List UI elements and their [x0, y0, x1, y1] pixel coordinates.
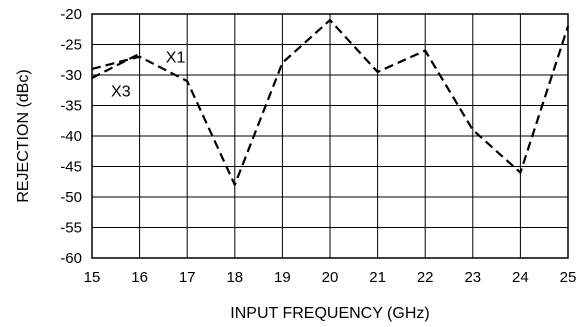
y-tick-labels: -20 -25 -30 -35 -40 -45 -50 -55 -60 — [60, 6, 82, 267]
x-tick-label: 16 — [131, 269, 148, 286]
y-tick-label: -60 — [60, 250, 82, 267]
y-tick-label: -35 — [60, 98, 82, 115]
series-line-x3 — [91, 52, 141, 79]
x-tick-label: 15 — [84, 269, 101, 286]
y-axis-label: REJECTION (dBc) — [15, 69, 32, 202]
x-tick-label: 20 — [322, 269, 339, 286]
y-tick-label: -30 — [60, 67, 82, 84]
y-tick-label: -55 — [60, 220, 82, 237]
x-tick-label: 22 — [417, 269, 434, 286]
y-tick-label: -50 — [60, 189, 82, 206]
y-tick-label: -20 — [60, 6, 82, 23]
y-tick-label: -40 — [60, 128, 82, 145]
x-axis-label: INPUT FREQUENCY (GHz) — [230, 305, 429, 322]
x-tick-label: 18 — [226, 269, 243, 286]
x-tick-label: 17 — [179, 269, 196, 286]
x-tick-label: 24 — [512, 269, 529, 286]
x-tick-label: 25 — [560, 269, 577, 286]
series-annotations: X1 X3 — [111, 50, 185, 101]
annotation-x3: X3 — [111, 83, 131, 100]
series-lines — [91, 19, 570, 186]
annotation-x1: X1 — [166, 50, 186, 67]
y-tick-label: -25 — [60, 37, 82, 54]
x-tick-label: 19 — [274, 269, 291, 286]
x-tick-label: 23 — [464, 269, 481, 286]
series-line-x1 — [91, 19, 570, 186]
x-tick-label: 21 — [369, 269, 386, 286]
x-tick-labels: 15 16 17 18 19 20 21 22 23 24 25 — [84, 269, 577, 286]
y-tick-label: -45 — [60, 159, 82, 176]
grid-lines — [91, 13, 569, 259]
plot-frame — [91, 13, 569, 259]
